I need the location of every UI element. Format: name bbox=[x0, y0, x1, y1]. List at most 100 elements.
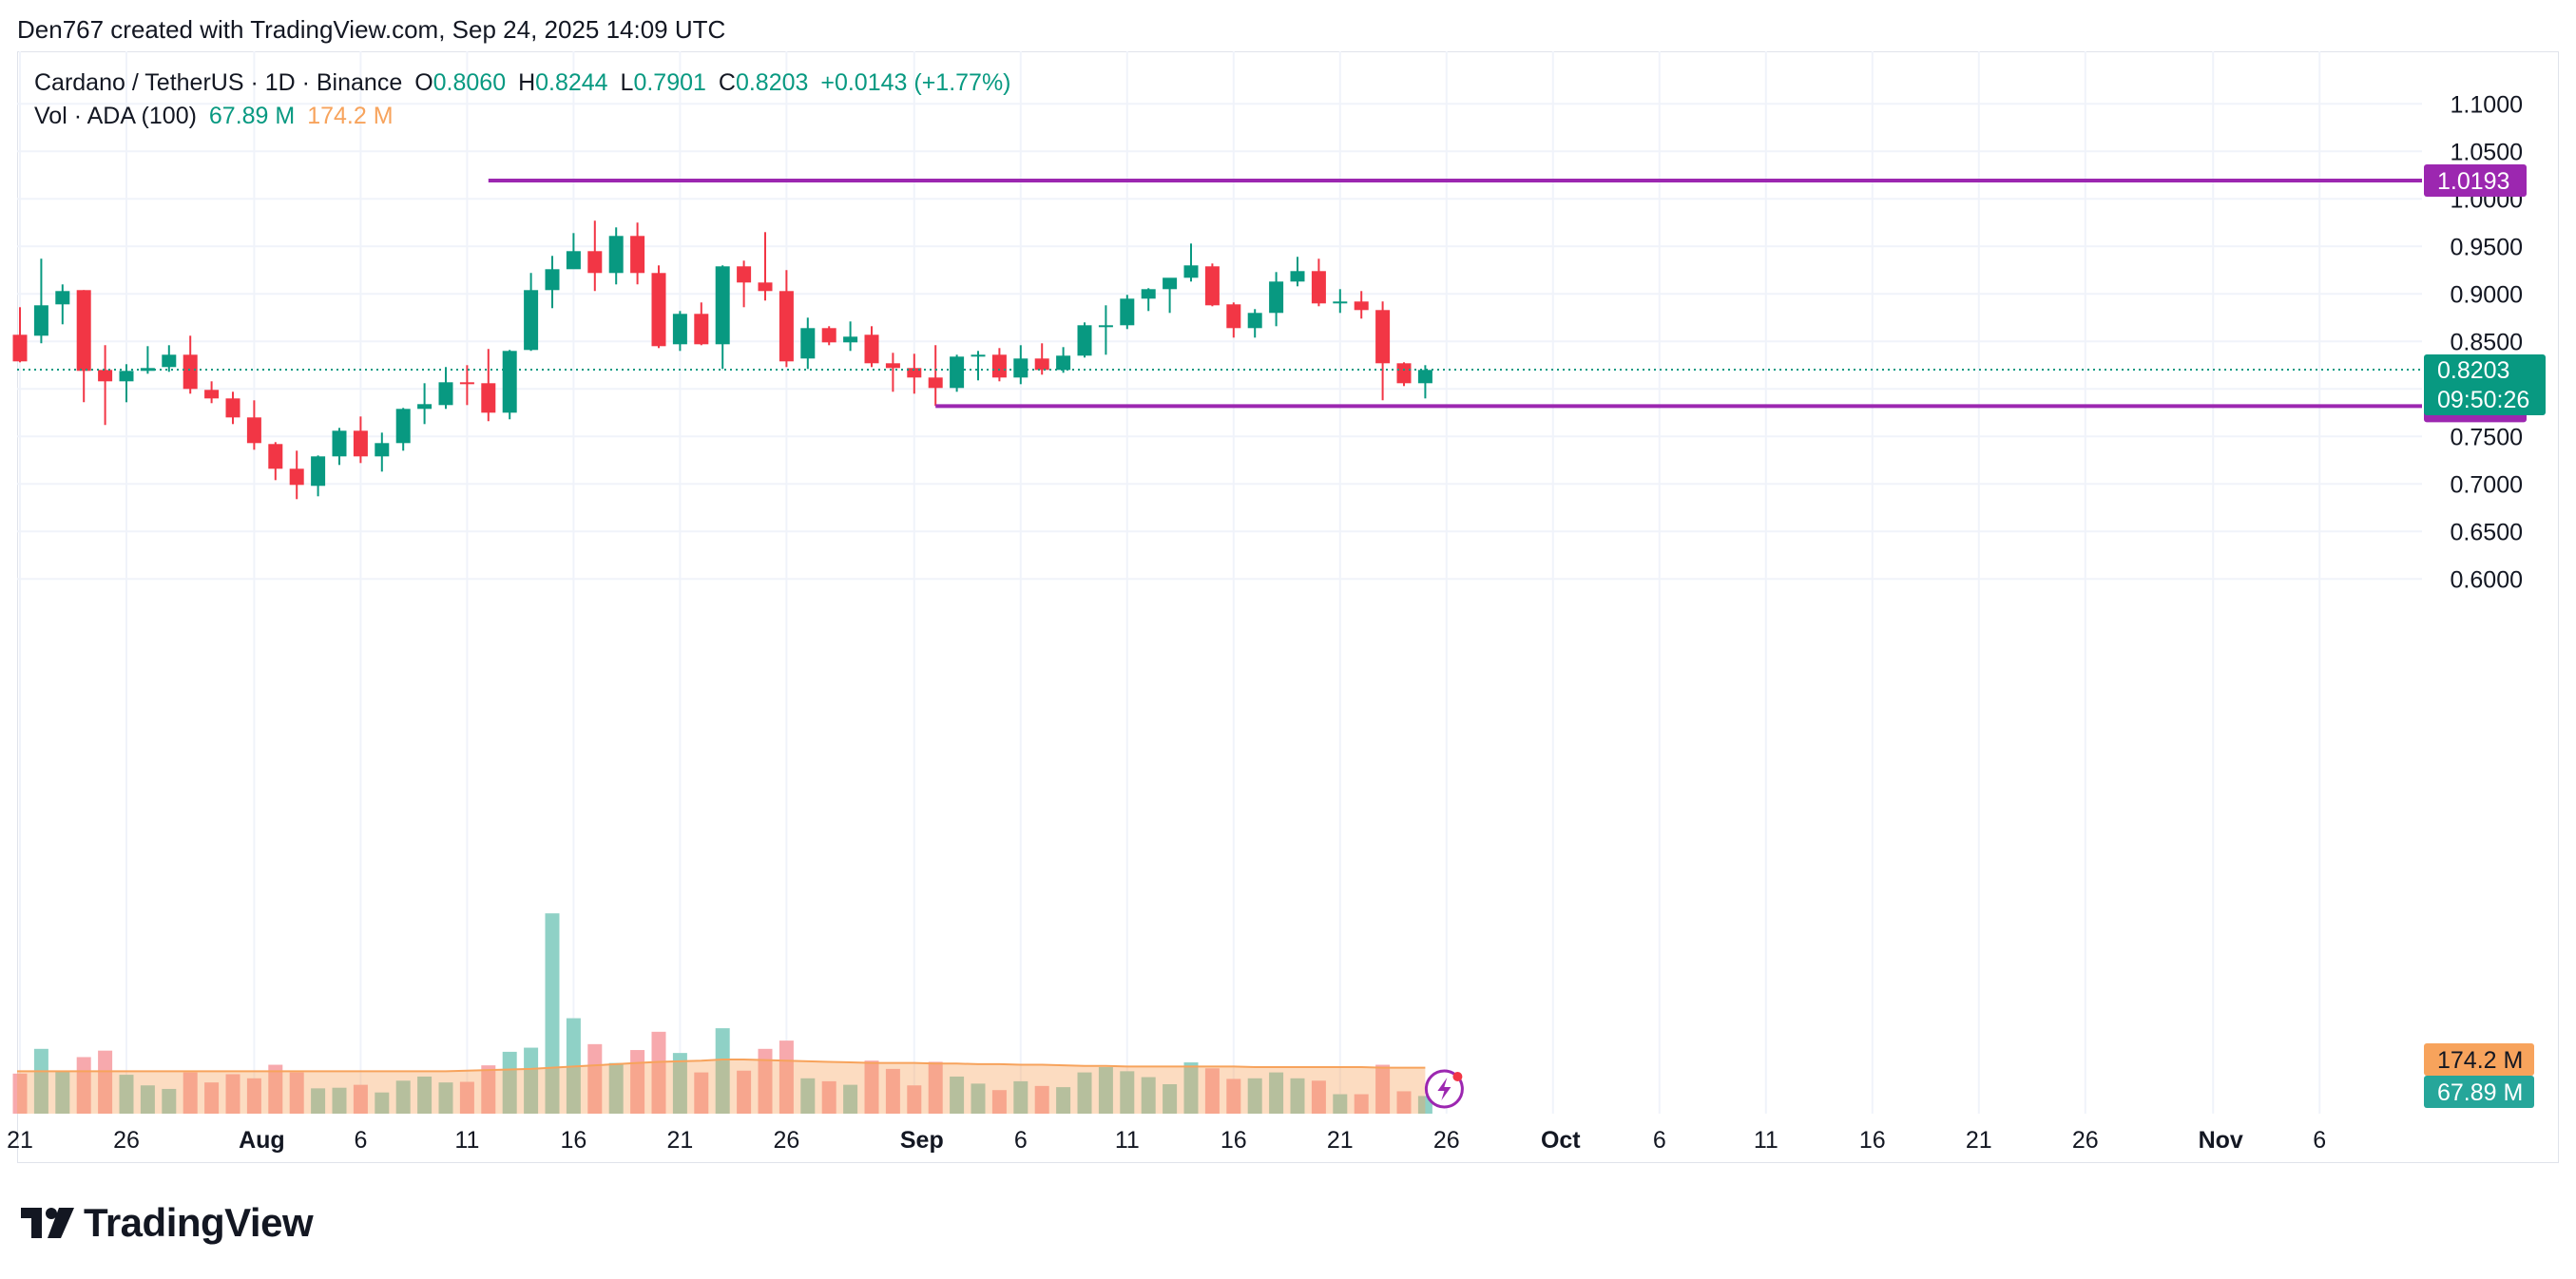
x-tick-label: 6 bbox=[1653, 1127, 1666, 1154]
volume-bar bbox=[311, 1088, 326, 1114]
resistance-level-badge bbox=[2424, 164, 2527, 197]
volume-bar bbox=[1333, 1094, 1348, 1114]
volume-bar bbox=[672, 1053, 687, 1114]
candle-body bbox=[1396, 363, 1412, 384]
candle-body bbox=[1269, 281, 1284, 314]
volume-bar bbox=[694, 1072, 709, 1114]
candle-body bbox=[353, 430, 368, 457]
candle-body bbox=[1354, 301, 1369, 311]
candle-body bbox=[225, 398, 240, 418]
y-tick-label: 0.8500 bbox=[2451, 329, 2523, 355]
volume-last-label: 67.89 M bbox=[2437, 1079, 2523, 1106]
chart-frame bbox=[17, 51, 2559, 1163]
x-tick-label: 16 bbox=[1859, 1127, 1886, 1154]
credit-text: Den767 created with TradingView.com, Sep… bbox=[17, 15, 726, 44]
volume-bar bbox=[459, 1081, 474, 1114]
chart-legend: Cardano / TetherUS · 1D · Binance O0.806… bbox=[34, 67, 1023, 133]
candle-body bbox=[694, 314, 709, 345]
legend-row-price: Cardano / TetherUS · 1D · Binance O0.806… bbox=[34, 67, 1023, 100]
x-tick-label: 26 bbox=[1433, 1127, 1460, 1154]
volume-bar bbox=[1226, 1079, 1241, 1114]
legend-row-volume: Vol · ADA (100) 67.89 M 174.2 M bbox=[34, 100, 1023, 133]
candle-body bbox=[289, 468, 304, 486]
legend-volume-label[interactable]: Vol · ADA (100) bbox=[34, 103, 197, 129]
legend-low: 0.7901 bbox=[633, 69, 706, 96]
candle-body bbox=[375, 443, 390, 457]
candle-body bbox=[55, 291, 70, 305]
candle-body bbox=[204, 390, 220, 399]
time-axis: 21 26 Aug 6 11 16 21 26 Sep 6 11 16 21 26 Oct 6 11 16 21 26… bbox=[7, 1127, 2326, 1154]
candle-body bbox=[1247, 313, 1262, 329]
volume-bar bbox=[140, 1085, 155, 1114]
candle-body bbox=[502, 351, 517, 413]
x-tick-label: 21 bbox=[7, 1127, 33, 1154]
candle-body bbox=[524, 290, 539, 351]
x-tick-label: 6 bbox=[2313, 1127, 2326, 1154]
candle-body bbox=[119, 371, 134, 382]
x-tick-label: 21 bbox=[1327, 1127, 1354, 1154]
candle-body bbox=[843, 336, 858, 343]
candle-body bbox=[459, 382, 474, 385]
candle-body bbox=[758, 282, 773, 292]
volume-bar bbox=[183, 1072, 198, 1114]
volume-ma-line bbox=[17, 1058, 1426, 1073]
candle-body bbox=[1417, 370, 1432, 384]
x-tick-label: Nov bbox=[2199, 1127, 2243, 1154]
volume-bar bbox=[204, 1082, 220, 1114]
candle-body bbox=[438, 382, 453, 406]
volume-last-badge bbox=[2424, 1076, 2534, 1108]
candle-body bbox=[268, 444, 283, 469]
current-price-badge bbox=[2424, 354, 2546, 415]
volume-bar bbox=[225, 1074, 240, 1114]
volume-bar bbox=[928, 1061, 943, 1114]
legend-change: +0.0143 (+1.77%) bbox=[820, 69, 1011, 96]
volume-bar bbox=[162, 1088, 177, 1114]
volume-bar bbox=[1056, 1087, 1071, 1114]
volume-bar bbox=[12, 1073, 28, 1114]
volume-bar bbox=[1247, 1078, 1262, 1114]
x-tick-label: 21 bbox=[666, 1127, 693, 1154]
volume-bar bbox=[353, 1084, 368, 1114]
tradingview-logo-icon bbox=[21, 1208, 74, 1238]
candle-body bbox=[885, 363, 900, 369]
volume-bar bbox=[1354, 1094, 1369, 1114]
x-tick-label: 11 bbox=[454, 1127, 479, 1154]
volume-bar bbox=[375, 1092, 390, 1114]
tradingview-logo[interactable]: TradingView bbox=[21, 1199, 314, 1247]
candles bbox=[12, 220, 1432, 500]
candle-body bbox=[545, 269, 560, 291]
volume-ma-label: 174.2 M bbox=[2437, 1047, 2523, 1074]
volume-bar bbox=[545, 913, 560, 1114]
candle-body bbox=[587, 251, 603, 274]
candle-body bbox=[1013, 358, 1028, 378]
candle-body bbox=[1375, 310, 1391, 364]
legend-l-label: L bbox=[620, 69, 634, 96]
candle-body bbox=[1183, 265, 1199, 278]
volume-bar bbox=[843, 1084, 858, 1114]
y-tick-label: 0.9500 bbox=[2451, 234, 2523, 260]
realtime-icon[interactable] bbox=[1424, 1069, 1464, 1109]
volume-bar bbox=[1077, 1072, 1092, 1114]
candle-body bbox=[183, 354, 198, 390]
candle-body bbox=[311, 456, 326, 487]
x-tick-label: 11 bbox=[1754, 1127, 1778, 1154]
candle-body bbox=[33, 305, 48, 336]
volume-bar bbox=[119, 1075, 134, 1114]
y-tick-label: 1.0500 bbox=[2451, 139, 2523, 165]
candle-body bbox=[1141, 289, 1156, 299]
x-tick-label: 11 bbox=[1115, 1127, 1140, 1154]
candle-body bbox=[162, 354, 177, 368]
legend-h-label: H bbox=[518, 69, 536, 96]
x-tick-label: 21 bbox=[1966, 1127, 1992, 1154]
candle-body bbox=[1120, 298, 1135, 326]
candle-body bbox=[98, 370, 113, 382]
candle-body bbox=[395, 409, 411, 444]
x-tick-label: 16 bbox=[1221, 1127, 1247, 1154]
resistance-level-label: 1.0193 bbox=[2437, 168, 2509, 195]
volume-bar bbox=[1204, 1068, 1220, 1114]
volume-bar bbox=[1013, 1080, 1028, 1114]
legend-symbol[interactable]: Cardano / TetherUS · 1D · Binance bbox=[34, 69, 403, 96]
volume-bar bbox=[524, 1047, 539, 1114]
